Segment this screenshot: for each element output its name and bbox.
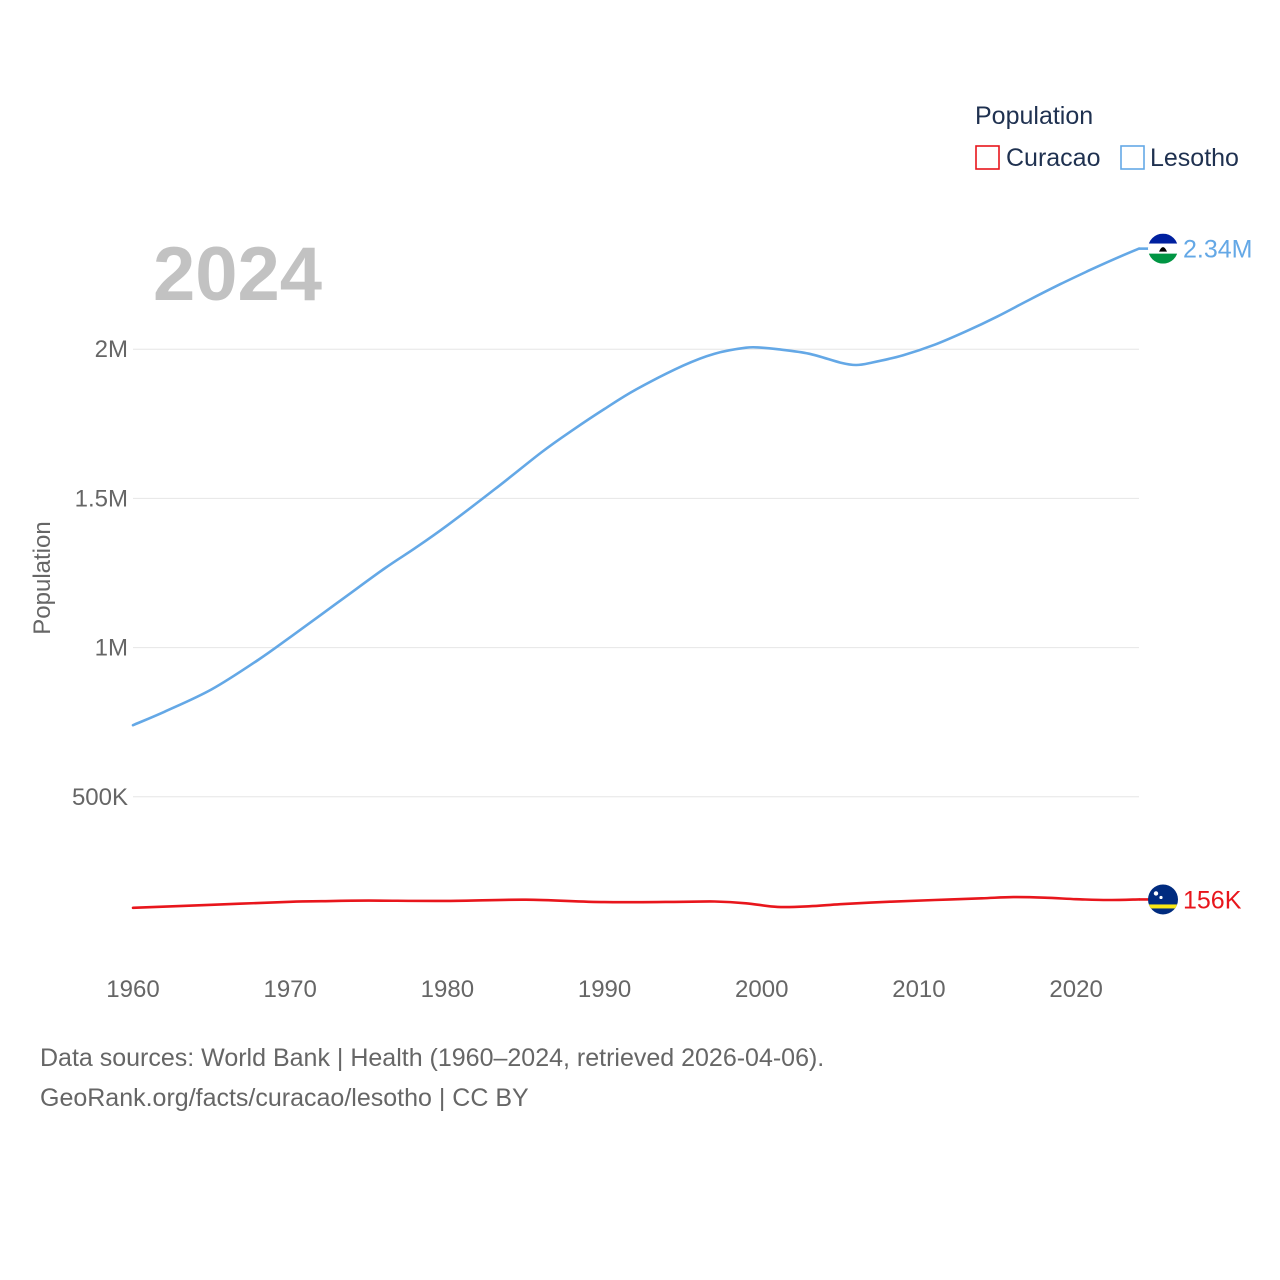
x-tick-label: 1980 bbox=[421, 976, 474, 1003]
legend-title: Population bbox=[975, 102, 1093, 130]
y-tick-label: 1.5M bbox=[75, 485, 128, 512]
legend-swatch-lesotho[interactable] bbox=[1120, 145, 1145, 170]
y-axis-title: Population bbox=[29, 521, 56, 634]
x-tick-label: 2000 bbox=[735, 976, 788, 1003]
legend-swatch-curacao[interactable] bbox=[975, 145, 1000, 170]
gridlines bbox=[133, 348, 1139, 798]
y-tick-label: 2M bbox=[95, 336, 128, 363]
x-tick-label: 1970 bbox=[263, 976, 316, 1003]
legend[interactable]: Population Curacao Lesotho bbox=[975, 102, 1239, 172]
data-source-text: Data sources: World Bank | Health (1960–… bbox=[40, 1044, 825, 1072]
x-tick-label: 1960 bbox=[106, 976, 159, 1003]
x-axis-ticks: 1960 1970 1980 1990 2000 2010 2020 bbox=[106, 976, 1103, 1003]
year-label: 2024 bbox=[153, 232, 322, 317]
curacao-flag-icon bbox=[1148, 884, 1178, 915]
end-value-label-lesotho: 2.34M bbox=[1183, 236, 1252, 264]
end-value-label-curacao: 156K bbox=[1183, 886, 1242, 914]
legend-label-curacao[interactable]: Curacao bbox=[1006, 144, 1101, 172]
y-tick-label: 500K bbox=[72, 784, 128, 811]
x-tick-label: 1990 bbox=[578, 976, 631, 1003]
x-tick-label: 2020 bbox=[1049, 976, 1102, 1003]
legend-label-lesotho[interactable]: Lesotho bbox=[1150, 144, 1239, 172]
series-line-lesotho[interactable] bbox=[131, 247, 1141, 727]
source-url-text: GeoRank.org/facts/curacao/lesotho | CC B… bbox=[40, 1084, 529, 1112]
series-end-markers: 2.34M 156K bbox=[1139, 233, 1252, 915]
x-tick-label: 2010 bbox=[892, 976, 945, 1003]
series-lines bbox=[131, 247, 1141, 910]
y-axis-ticks: 500K 1M 1.5M 2M bbox=[72, 336, 128, 811]
y-tick-label: 1M bbox=[95, 635, 128, 662]
lesotho-flag-icon bbox=[1148, 233, 1178, 264]
series-line-curacao[interactable] bbox=[131, 895, 1141, 910]
